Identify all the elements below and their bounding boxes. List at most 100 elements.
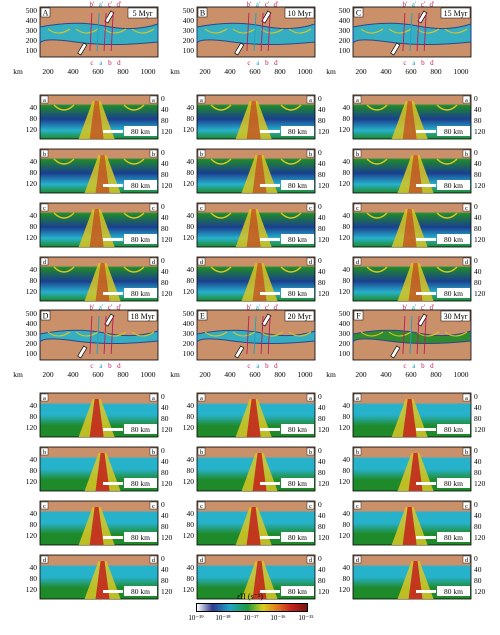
scale-bar	[103, 238, 123, 241]
strain-streak	[47, 28, 71, 34]
profile-label-bottom: c	[403, 362, 406, 370]
deformation-band	[352, 329, 472, 344]
profile-label-top: c'	[421, 1, 425, 9]
depth-tick: 80	[187, 574, 195, 583]
secondary-shear	[210, 266, 302, 273]
extension-arrow-bottom	[234, 42, 245, 56]
section-letter-box	[462, 203, 471, 212]
section-letter-box	[197, 447, 206, 456]
profile-label-bottom: c	[247, 59, 250, 67]
map-x-tick: 800	[117, 370, 129, 379]
map-x-tick: 400	[380, 67, 392, 76]
scale-label: 80 km	[131, 587, 150, 596]
section-letter: b	[152, 449, 155, 456]
section-letter-box	[149, 149, 158, 158]
depth-tick-right: 120	[161, 289, 173, 298]
profile-line	[246, 315, 250, 355]
depth-tick-right: 80	[474, 224, 482, 233]
map-y-tick: 100	[339, 46, 351, 55]
profile-label-bottom: a	[256, 59, 260, 67]
depth-tick: 40	[30, 563, 38, 572]
scale-bar	[260, 482, 280, 485]
profile-label-top: d'	[430, 1, 435, 9]
depth-tick: 40	[30, 103, 38, 112]
depth-tick-right: 120	[318, 289, 330, 298]
section-letter-box	[149, 95, 158, 104]
map-y-tick: 100	[183, 349, 195, 358]
map-x-tick: 800	[274, 67, 286, 76]
scale-bar	[103, 536, 123, 539]
depth-tick-right: 120	[474, 181, 486, 190]
map-x-tick: 200	[355, 370, 367, 379]
profile-line	[409, 12, 413, 52]
section-letter-box	[353, 257, 362, 266]
map-y-tick: 500	[26, 6, 38, 15]
depth-tick-right: 120	[161, 425, 173, 434]
map-x-tick: 200	[355, 67, 367, 76]
depth-tick: 80	[343, 168, 351, 177]
scale-bar	[260, 184, 280, 187]
scale-label: 80 km	[444, 479, 463, 488]
section-letter: c	[309, 503, 312, 510]
section-letter: a	[356, 97, 359, 104]
scale-label: 80 km	[288, 425, 307, 434]
section-letter: d	[200, 557, 204, 564]
scale-box	[124, 180, 157, 190]
depth-tick: 80	[343, 114, 351, 123]
depth-tick: 120	[339, 477, 351, 486]
section-letter-box	[149, 447, 158, 456]
rift-core	[246, 209, 261, 247]
depth-tick: 40	[187, 401, 195, 410]
strain-streak	[232, 28, 256, 34]
strain-streak	[444, 331, 468, 337]
map-x-unit: km	[170, 67, 180, 76]
depth-tick-right: 80	[474, 278, 482, 287]
depth-tick: 120	[26, 423, 38, 432]
rift-core	[408, 155, 423, 193]
secondary-shear	[210, 158, 302, 165]
scale-box	[124, 478, 157, 488]
panel-letter-box	[40, 310, 51, 321]
depth-tick-right: 40	[318, 267, 326, 276]
section-letter-box	[149, 393, 158, 402]
scale-label: 80 km	[288, 289, 307, 298]
profile-label-bottom: d	[430, 362, 434, 370]
deformation-band	[196, 329, 316, 344]
map-y-tick: 100	[26, 46, 38, 55]
section-letter: d	[43, 557, 47, 564]
scale-bar	[260, 130, 280, 133]
depth-tick-right: 120	[318, 181, 330, 190]
profile-line	[267, 12, 271, 52]
panel-letter: D	[43, 312, 49, 321]
depth-tick-right: 40	[161, 403, 169, 412]
time-label: 15 Myr	[444, 9, 468, 18]
strain-streak	[288, 28, 312, 34]
depth-tick-right: 80	[474, 116, 482, 125]
map-y-tick: 500	[26, 309, 38, 318]
depth-tick: 40	[30, 157, 38, 166]
colorbar-tick: 10⁻¹⁹	[188, 614, 204, 622]
depth-tick-right: 80	[318, 224, 326, 233]
rift-core	[252, 155, 267, 193]
section-letter-box	[353, 95, 362, 104]
scale-bar	[103, 590, 123, 593]
section-letter: b	[465, 151, 468, 158]
section-letter-box	[40, 257, 49, 266]
section-letter-box	[306, 447, 315, 456]
profile-line	[416, 12, 420, 52]
time-label: 10 Myr	[288, 9, 312, 18]
section-letter-box	[40, 203, 49, 212]
scale-box	[124, 532, 157, 542]
scale-bar	[103, 482, 123, 485]
depth-tick-right: 80	[161, 468, 169, 477]
depth-tick: 40	[187, 265, 195, 274]
rift-core	[252, 263, 267, 301]
map-x-tick: 1000	[298, 370, 313, 379]
scale-label: 80 km	[131, 533, 150, 542]
map-y-tick: 300	[339, 26, 351, 35]
section-letter-box	[306, 555, 315, 564]
depth-tick-right: 0	[474, 554, 478, 563]
section-letter: b	[309, 151, 312, 158]
profile-label-bottom: b	[421, 59, 425, 67]
profile-label-bottom: b	[421, 362, 425, 370]
